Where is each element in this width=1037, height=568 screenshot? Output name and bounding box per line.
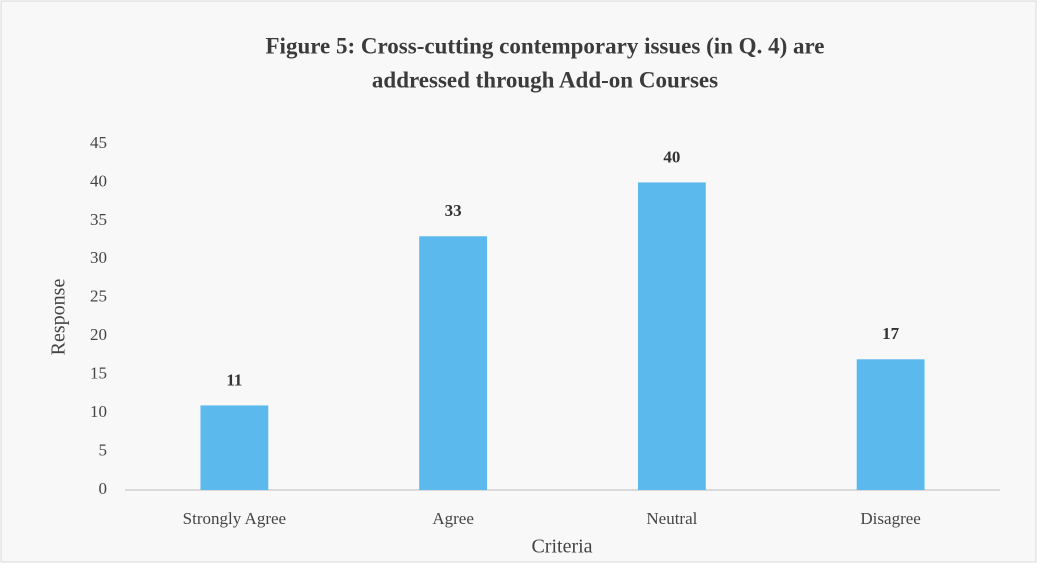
y-tick-label: 20 (90, 325, 107, 344)
y-axis-title: Response (48, 279, 70, 356)
y-tick-label: 45 (90, 133, 107, 152)
y-tick-label: 0 (99, 479, 108, 498)
x-tick-label: Agree (432, 509, 474, 528)
data-label: 11 (226, 370, 242, 389)
x-axis-title: Criteria (531, 536, 592, 558)
chart-title: addressed through Add-on Courses (372, 67, 718, 92)
y-tick-label: 10 (90, 402, 107, 421)
data-label: 33 (445, 201, 462, 220)
y-tick-label: 25 (90, 287, 107, 306)
y-tick-label: 5 (99, 440, 108, 459)
bar (856, 359, 925, 490)
bar (637, 182, 706, 490)
x-tick-label: Disagree (860, 509, 920, 528)
y-tick-label: 15 (90, 364, 107, 383)
y-tick-label: 35 (90, 210, 107, 229)
y-tick-label: 30 (90, 248, 107, 267)
bar (200, 405, 269, 490)
data-label: 40 (663, 147, 680, 166)
y-tick-label: 40 (90, 171, 107, 190)
bar (419, 236, 488, 490)
x-tick-label: Strongly Agree (183, 509, 286, 528)
data-label: 17 (882, 324, 900, 343)
x-tick-label: Neutral (646, 509, 697, 528)
chart-title: Figure 5: Cross-cutting contemporary iss… (266, 33, 825, 58)
